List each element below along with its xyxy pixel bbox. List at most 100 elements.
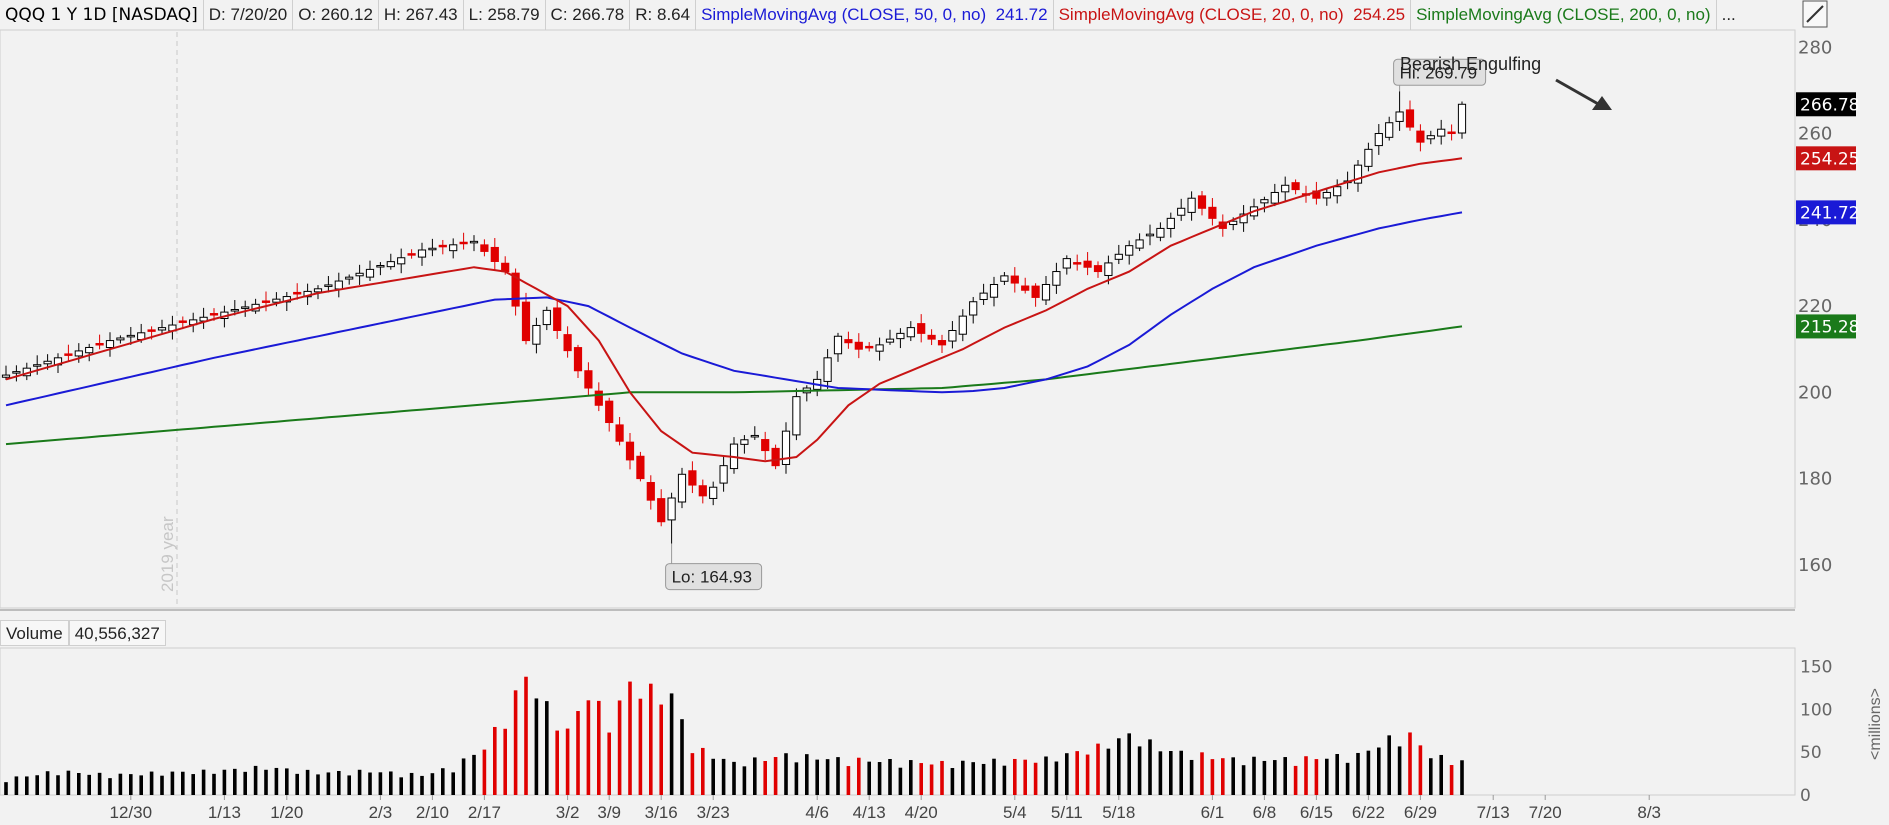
candle-body — [885, 338, 895, 343]
candle-body — [1229, 220, 1238, 226]
x-tick-label: 2/10 — [416, 803, 449, 822]
candle-body — [958, 315, 967, 335]
lo-callout-box — [665, 563, 763, 591]
pattern-arrow-shaft — [1555, 78, 1601, 107]
candle-body — [1416, 130, 1425, 143]
price-tick-label: 220 — [1798, 296, 1832, 317]
volume-bar — [576, 711, 580, 795]
candle-body — [490, 246, 499, 262]
x-tick-label: 5/4 — [1003, 803, 1027, 822]
volume-bar — [368, 772, 372, 795]
volume-bar — [139, 775, 143, 795]
sma20-line — [5, 157, 1463, 463]
candle-body — [85, 346, 94, 354]
volume-bar — [1117, 738, 1121, 795]
sma200-study-label[interactable]: SimpleMovingAvg (CLOSE, 200, 0, no) — [1411, 0, 1717, 30]
x-tick-label: 12/30 — [110, 803, 153, 822]
volume-bar — [1169, 751, 1173, 795]
candle-body — [1353, 164, 1363, 184]
candle-body — [1385, 122, 1394, 138]
volume-bar — [451, 772, 455, 795]
candle-body — [1437, 128, 1446, 137]
volume-bar — [929, 764, 934, 795]
volume-bar — [846, 766, 851, 795]
sma20-price-tag-bg — [1796, 146, 1856, 171]
volume-bar — [659, 704, 663, 795]
candle-body — [469, 240, 479, 244]
volume-bar — [1252, 756, 1256, 795]
sma50-study-label[interactable]: SimpleMovingAvg (CLOSE, 50, 0, no) 241.7… — [696, 0, 1054, 30]
volume-bar — [1085, 754, 1090, 795]
price-tick-label: 160 — [1798, 555, 1832, 576]
volume-bar — [763, 761, 767, 795]
volume-bar — [836, 757, 840, 795]
open-readout: O: 260.12 — [293, 0, 379, 30]
candle-body — [1333, 186, 1342, 197]
volume-bar — [680, 719, 684, 795]
volume-bar — [597, 700, 601, 795]
volume-bar — [274, 767, 279, 795]
volume-bar — [888, 758, 892, 795]
candle-body — [1239, 213, 1248, 224]
year-label: 2019 year — [158, 516, 177, 592]
sma50-label: SimpleMovingAvg (CLOSE, 50, 0, no) — [701, 5, 987, 24]
sma20-study-label[interactable]: SimpleMovingAvg (CLOSE, 20, 0, no) 254.2… — [1054, 0, 1412, 30]
candle-body — [1135, 239, 1144, 249]
candle-body — [261, 300, 271, 303]
candle-body — [553, 307, 562, 332]
sma200-price-tag-bg — [1796, 314, 1856, 339]
candle-body — [781, 430, 791, 465]
volume-bar — [285, 768, 289, 795]
symbol-label[interactable]: QQQ 1 Y 1D [NASDAQ] — [0, 0, 204, 30]
volume-bar — [1335, 753, 1339, 795]
candle-body — [989, 283, 999, 298]
candle-body — [345, 276, 354, 280]
candle-body — [355, 272, 364, 277]
candle-body — [459, 241, 468, 245]
volume-bar — [1439, 754, 1443, 795]
volume-bar — [264, 769, 268, 795]
more-studies-button[interactable]: ... — [1721, 5, 1736, 24]
candle-body — [147, 329, 156, 332]
volume-bar — [1283, 757, 1287, 795]
candle-body — [1166, 217, 1175, 229]
volume-header: Volume 40,556,327 — [0, 620, 166, 646]
candle-body — [334, 280, 343, 290]
volume-chart[interactable]: 0 50 100 150 <millions> 12/30 1/13 1/20 2/3 2/10 2… — [0, 620, 1889, 825]
lo-callout-label: Lo: 164.93 — [672, 568, 752, 587]
volume-bar — [1304, 756, 1308, 795]
candle-body — [927, 334, 936, 340]
volume-bar — [981, 763, 986, 795]
price-tick-label: 280 — [1798, 37, 1832, 58]
volume-bar — [1002, 765, 1007, 795]
x-tick-label: 6/15 — [1300, 803, 1333, 822]
date-readout: D: 7/20/20 — [204, 0, 294, 30]
candle-body — [313, 288, 323, 293]
volume-tick-label: 50 — [1800, 743, 1822, 763]
volume-bar — [35, 775, 39, 795]
volume-bar — [233, 768, 237, 795]
volume-bar — [337, 770, 341, 795]
hi-callout-label: Hi: 269.79 — [1400, 63, 1478, 82]
candle-body — [1114, 253, 1123, 260]
price-chart[interactable]: 2019 year160180200220240260280266.78254.… — [0, 0, 1889, 618]
x-tick-label: 6/8 — [1253, 803, 1277, 822]
sma20-value: 254.25 — [1353, 5, 1406, 24]
volume-bar — [1262, 760, 1267, 795]
volume-bar — [638, 698, 643, 795]
candle-body — [428, 247, 437, 251]
volume-bar — [1065, 753, 1069, 795]
volume-bar — [1179, 750, 1183, 795]
price-tick-label: 180 — [1798, 469, 1832, 490]
candle-body — [1270, 191, 1279, 204]
x-tick-label: 3/2 — [556, 803, 580, 822]
candle-body — [33, 364, 42, 367]
candle-body — [105, 340, 115, 349]
candle-body — [230, 309, 239, 312]
volume-bar — [1023, 759, 1027, 795]
volume-bar — [441, 768, 445, 795]
volume-bar — [513, 690, 518, 795]
volume-bar — [191, 774, 195, 795]
volume-tick-label: 100 — [1800, 700, 1832, 720]
candle-body — [584, 370, 593, 389]
